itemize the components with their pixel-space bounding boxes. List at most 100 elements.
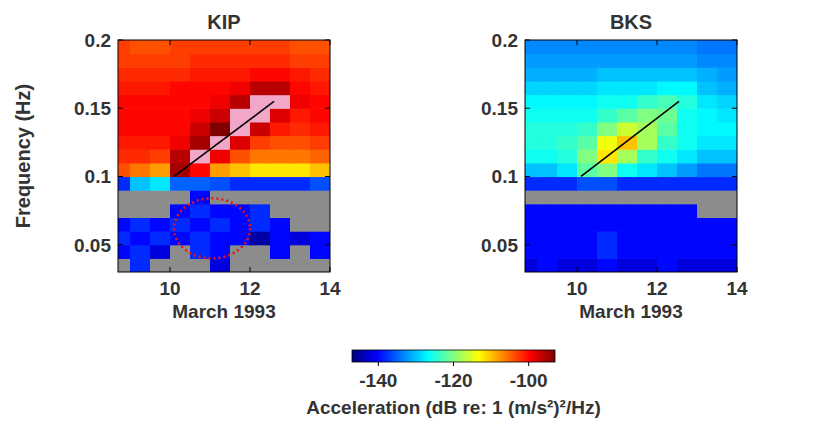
cell: [270, 258, 291, 272]
cell: [170, 54, 191, 68]
cell: [118, 231, 131, 245]
cell: [290, 163, 311, 177]
cell: [557, 40, 578, 54]
cell: [310, 217, 330, 231]
cell: [617, 108, 638, 122]
cell: [210, 108, 231, 122]
y-tick: [118, 108, 123, 109]
cell: [697, 54, 718, 68]
y-tick: [525, 40, 530, 41]
cell: [210, 204, 231, 218]
colorbar-tick-label: -100: [510, 370, 548, 391]
cell: [717, 190, 737, 204]
cell: [637, 190, 658, 204]
cell: [597, 108, 618, 122]
cell: [230, 95, 251, 109]
cell: [677, 95, 698, 109]
plot-area: [118, 40, 330, 272]
cell: [577, 122, 598, 136]
cell: [130, 54, 151, 68]
y-tick: [325, 108, 330, 109]
cell: [150, 163, 171, 177]
cell: [230, 54, 251, 68]
cell: [310, 67, 330, 81]
cell: [637, 204, 658, 218]
x-tick: [170, 267, 171, 272]
cell: [597, 95, 618, 109]
cell: [637, 149, 658, 163]
cell: [525, 217, 538, 231]
cell: [190, 95, 211, 109]
cell: [717, 149, 737, 163]
cell: [657, 54, 678, 68]
cell: [697, 245, 718, 259]
cell: [697, 176, 718, 190]
cell: [290, 176, 311, 190]
cell: [557, 176, 578, 190]
cell: [130, 81, 151, 95]
cell: [130, 231, 151, 245]
cell: [717, 95, 737, 109]
x-tick-label: 12: [239, 278, 260, 299]
x-tick-label: 14: [726, 278, 748, 299]
cell: [170, 136, 191, 150]
cell: [310, 163, 330, 177]
cell: [637, 136, 658, 150]
cell: [290, 245, 311, 259]
cell: [525, 204, 538, 218]
cell: [118, 54, 131, 68]
cell: [230, 122, 251, 136]
cell: [290, 204, 311, 218]
cell: [170, 258, 191, 272]
cell: [537, 231, 558, 245]
cell: [310, 108, 330, 122]
cell: [290, 81, 311, 95]
frame: [118, 40, 330, 272]
cell: [717, 245, 737, 259]
cell: [657, 176, 678, 190]
cell: [717, 136, 737, 150]
cell: [150, 108, 171, 122]
cell: [130, 40, 151, 54]
cell: [118, 136, 131, 150]
cell: [190, 204, 211, 218]
cell: [525, 245, 538, 259]
cell: [250, 67, 271, 81]
cell: [130, 245, 151, 259]
cell: [150, 40, 171, 54]
cell: [717, 204, 737, 218]
cell: [210, 231, 231, 245]
x-tick: [250, 267, 251, 272]
cell: [250, 231, 271, 245]
cell: [270, 217, 291, 231]
cell: [118, 95, 131, 109]
cell: [537, 122, 558, 136]
cell: [190, 54, 211, 68]
cell: [150, 81, 171, 95]
cell: [537, 149, 558, 163]
cell: [557, 190, 578, 204]
cell: [150, 67, 171, 81]
cell: [290, 95, 311, 109]
y-tick: [325, 40, 330, 41]
cell: [637, 81, 658, 95]
cell: [537, 136, 558, 150]
x-tick: [330, 40, 331, 45]
cell: [597, 231, 618, 245]
cell: [717, 81, 737, 95]
colorbar-tick-label: -140: [359, 370, 397, 391]
cell: [270, 54, 291, 68]
x-tick: [657, 267, 658, 272]
cell: [597, 40, 618, 54]
y-tick-label: 0.15: [481, 98, 518, 119]
cell: [250, 176, 271, 190]
cell: [230, 136, 251, 150]
cell: [597, 258, 618, 272]
cell: [677, 40, 698, 54]
cell: [537, 190, 558, 204]
cell: [150, 204, 171, 218]
cell: [617, 245, 638, 259]
cell: [717, 163, 737, 177]
cell: [577, 40, 598, 54]
cell: [617, 204, 638, 218]
